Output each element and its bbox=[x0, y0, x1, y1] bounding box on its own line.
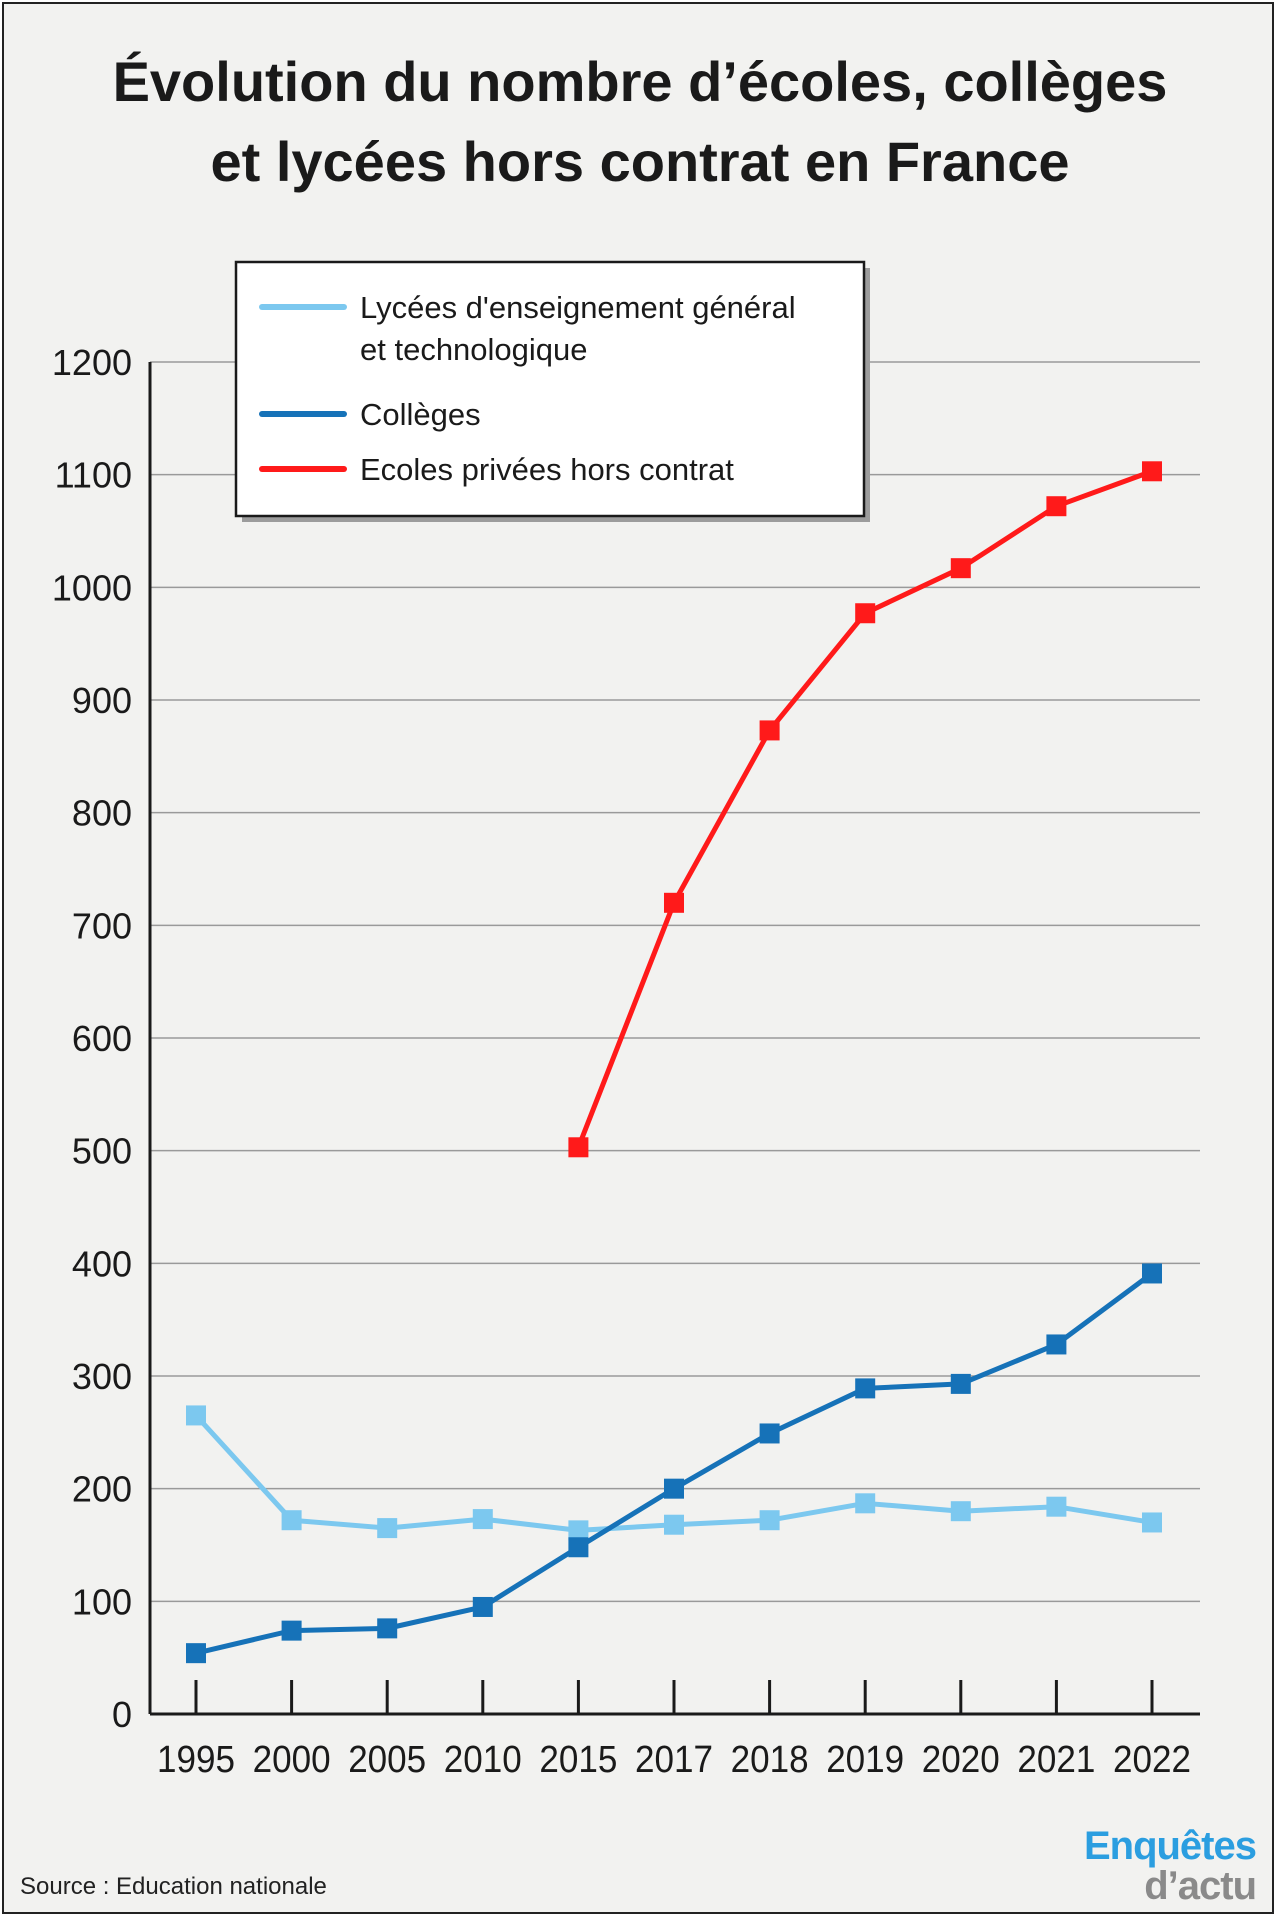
data-point-marker bbox=[568, 1520, 589, 1541]
data-point-marker bbox=[950, 1373, 971, 1394]
series-line-1 bbox=[194, 1413, 1153, 1533]
x-tick-label: 2018 bbox=[731, 1739, 809, 1781]
data-point-marker bbox=[1046, 1334, 1067, 1355]
legend-label: Lycées d'enseignement général bbox=[360, 290, 796, 325]
brand-logo-line-1: Enquêtes bbox=[1083, 1824, 1257, 1868]
y-tick-label: 1000 bbox=[52, 567, 132, 608]
x-tick-label: 2015 bbox=[539, 1739, 617, 1781]
data-point-marker bbox=[855, 603, 876, 624]
data-point-marker bbox=[855, 1378, 876, 1399]
legend-label: Collèges bbox=[360, 397, 481, 432]
data-point-marker bbox=[377, 1618, 398, 1639]
y-tick-label: 600 bbox=[72, 1018, 132, 1059]
data-point-marker bbox=[950, 558, 971, 579]
data-point-marker bbox=[568, 1537, 589, 1558]
y-tick-label: 200 bbox=[72, 1469, 132, 1510]
y-tick-label: 300 bbox=[72, 1356, 132, 1397]
y-tick-label: 1200 bbox=[52, 342, 132, 383]
x-tick-label: 2020 bbox=[922, 1739, 1000, 1781]
data-point-marker bbox=[664, 1478, 684, 1499]
data-point-marker bbox=[472, 1596, 493, 1617]
brand-logo: Enquêtes d’actu bbox=[1083, 1824, 1257, 1908]
data-point-marker bbox=[377, 1518, 398, 1539]
x-tick-label: 2019 bbox=[826, 1739, 904, 1781]
y-tick-label: 500 bbox=[72, 1131, 132, 1172]
data-point-marker bbox=[759, 720, 780, 741]
data-point-marker bbox=[1142, 1263, 1162, 1284]
chart-title-line-1: Évolution du nombre d’écoles, collèges bbox=[112, 50, 1168, 113]
x-tick-label: 2021 bbox=[1017, 1739, 1095, 1781]
data-point-marker bbox=[568, 1137, 589, 1158]
y-tick-label: 400 bbox=[72, 1243, 132, 1284]
y-tick-label: 900 bbox=[72, 680, 132, 721]
data-point-marker bbox=[664, 1514, 684, 1535]
y-tick-label: 800 bbox=[72, 793, 132, 834]
y-tick-label: 100 bbox=[72, 1581, 132, 1622]
data-point-marker bbox=[759, 1510, 780, 1531]
data-point-marker bbox=[186, 1643, 206, 1664]
y-tick-label: 0 bbox=[112, 1694, 132, 1735]
y-tick-label: 700 bbox=[72, 905, 132, 946]
x-tick-label: 2022 bbox=[1113, 1739, 1191, 1781]
data-point-marker bbox=[759, 1423, 780, 1444]
legend-label: Ecoles privées hors contrat bbox=[360, 452, 734, 487]
data-point-marker bbox=[472, 1509, 493, 1530]
series-line-2 bbox=[195, 1271, 1154, 1656]
data-point-marker bbox=[1142, 1512, 1162, 1533]
x-tick-label: 2005 bbox=[348, 1739, 426, 1781]
data-point-marker bbox=[1046, 1496, 1067, 1517]
x-tick-label: 2010 bbox=[444, 1739, 522, 1781]
data-point-marker bbox=[950, 1501, 971, 1522]
data-point-marker bbox=[664, 892, 684, 913]
x-tick-label: 1995 bbox=[157, 1739, 235, 1781]
data-point-marker bbox=[281, 1620, 302, 1641]
brand-logo-line-2: d’actu bbox=[1144, 1864, 1257, 1908]
data-point-marker bbox=[186, 1405, 206, 1426]
legend-label: et technologique bbox=[360, 332, 588, 367]
data-point-marker bbox=[1046, 496, 1067, 517]
x-tick-label: 2000 bbox=[253, 1739, 331, 1781]
data-point-marker bbox=[1142, 461, 1162, 482]
chart-title-line-2: et lycées hors contrat en France bbox=[210, 130, 1070, 193]
data-point-marker bbox=[281, 1510, 302, 1531]
data-point-marker bbox=[855, 1493, 876, 1514]
y-tick-label: 1100 bbox=[55, 455, 132, 496]
source-note: Source : Education nationale bbox=[20, 1873, 327, 1900]
x-tick-label: 2017 bbox=[635, 1739, 713, 1781]
series-line-3 bbox=[576, 468, 1153, 1149]
